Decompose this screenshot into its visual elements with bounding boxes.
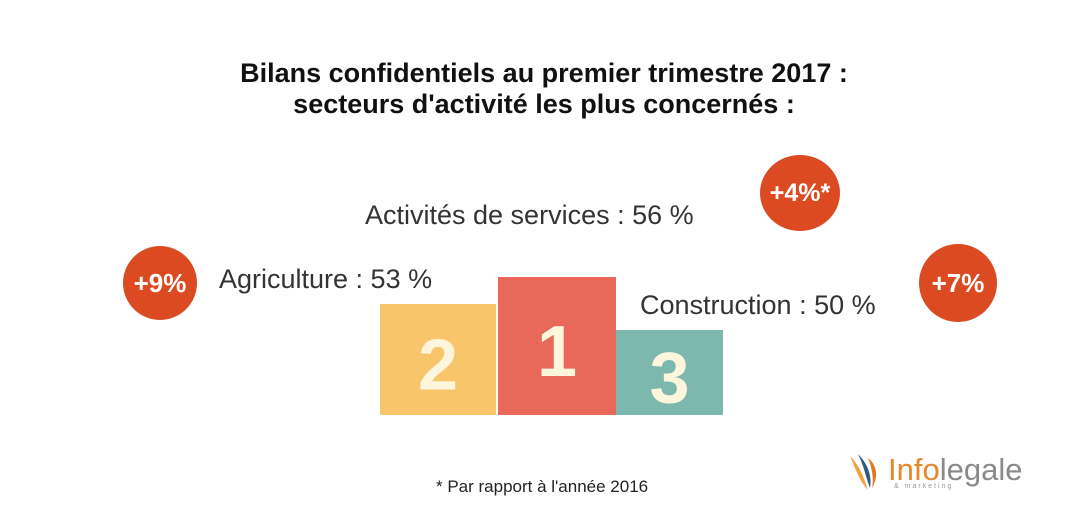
- chart-title-line-1: Bilans confidentiels au premier trimestr…: [240, 58, 848, 88]
- podium-step-agriculture-rank: 2: [418, 326, 458, 406]
- badge-construction: +7%: [919, 244, 997, 322]
- label-construction: Construction : 50 %: [640, 290, 876, 320]
- logo-wordmark: Infolegale: [888, 452, 1022, 488]
- badge-agriculture: +9%: [123, 246, 197, 320]
- logo-subtitle: & marketing: [894, 483, 954, 490]
- infolegale-logo: Infolegale & marketing: [846, 450, 1046, 498]
- label-services: Activités de services : 56 %: [365, 200, 694, 230]
- podium-step-construction: [616, 330, 723, 415]
- podium-step-construction-rank: 3: [649, 339, 689, 419]
- logo-word-legale: legale: [939, 452, 1023, 487]
- badge-services: +4%*: [760, 155, 840, 231]
- chart-title-line-2: secteurs d'activité les plus concernés :: [293, 89, 795, 119]
- podium-step-services: [498, 277, 616, 415]
- footnote: * Par rapport à l'année 2016: [436, 477, 649, 496]
- logo-mark-icon: [850, 454, 877, 490]
- logo-word-info: Info: [888, 452, 940, 487]
- chart-title: Bilans confidentiels au premier trimestr…: [0, 58, 1088, 120]
- podium-step-services-rank: 1: [537, 312, 577, 392]
- label-agriculture: Agriculture : 53 %: [219, 264, 433, 294]
- podium-step-agriculture: [380, 304, 496, 415]
